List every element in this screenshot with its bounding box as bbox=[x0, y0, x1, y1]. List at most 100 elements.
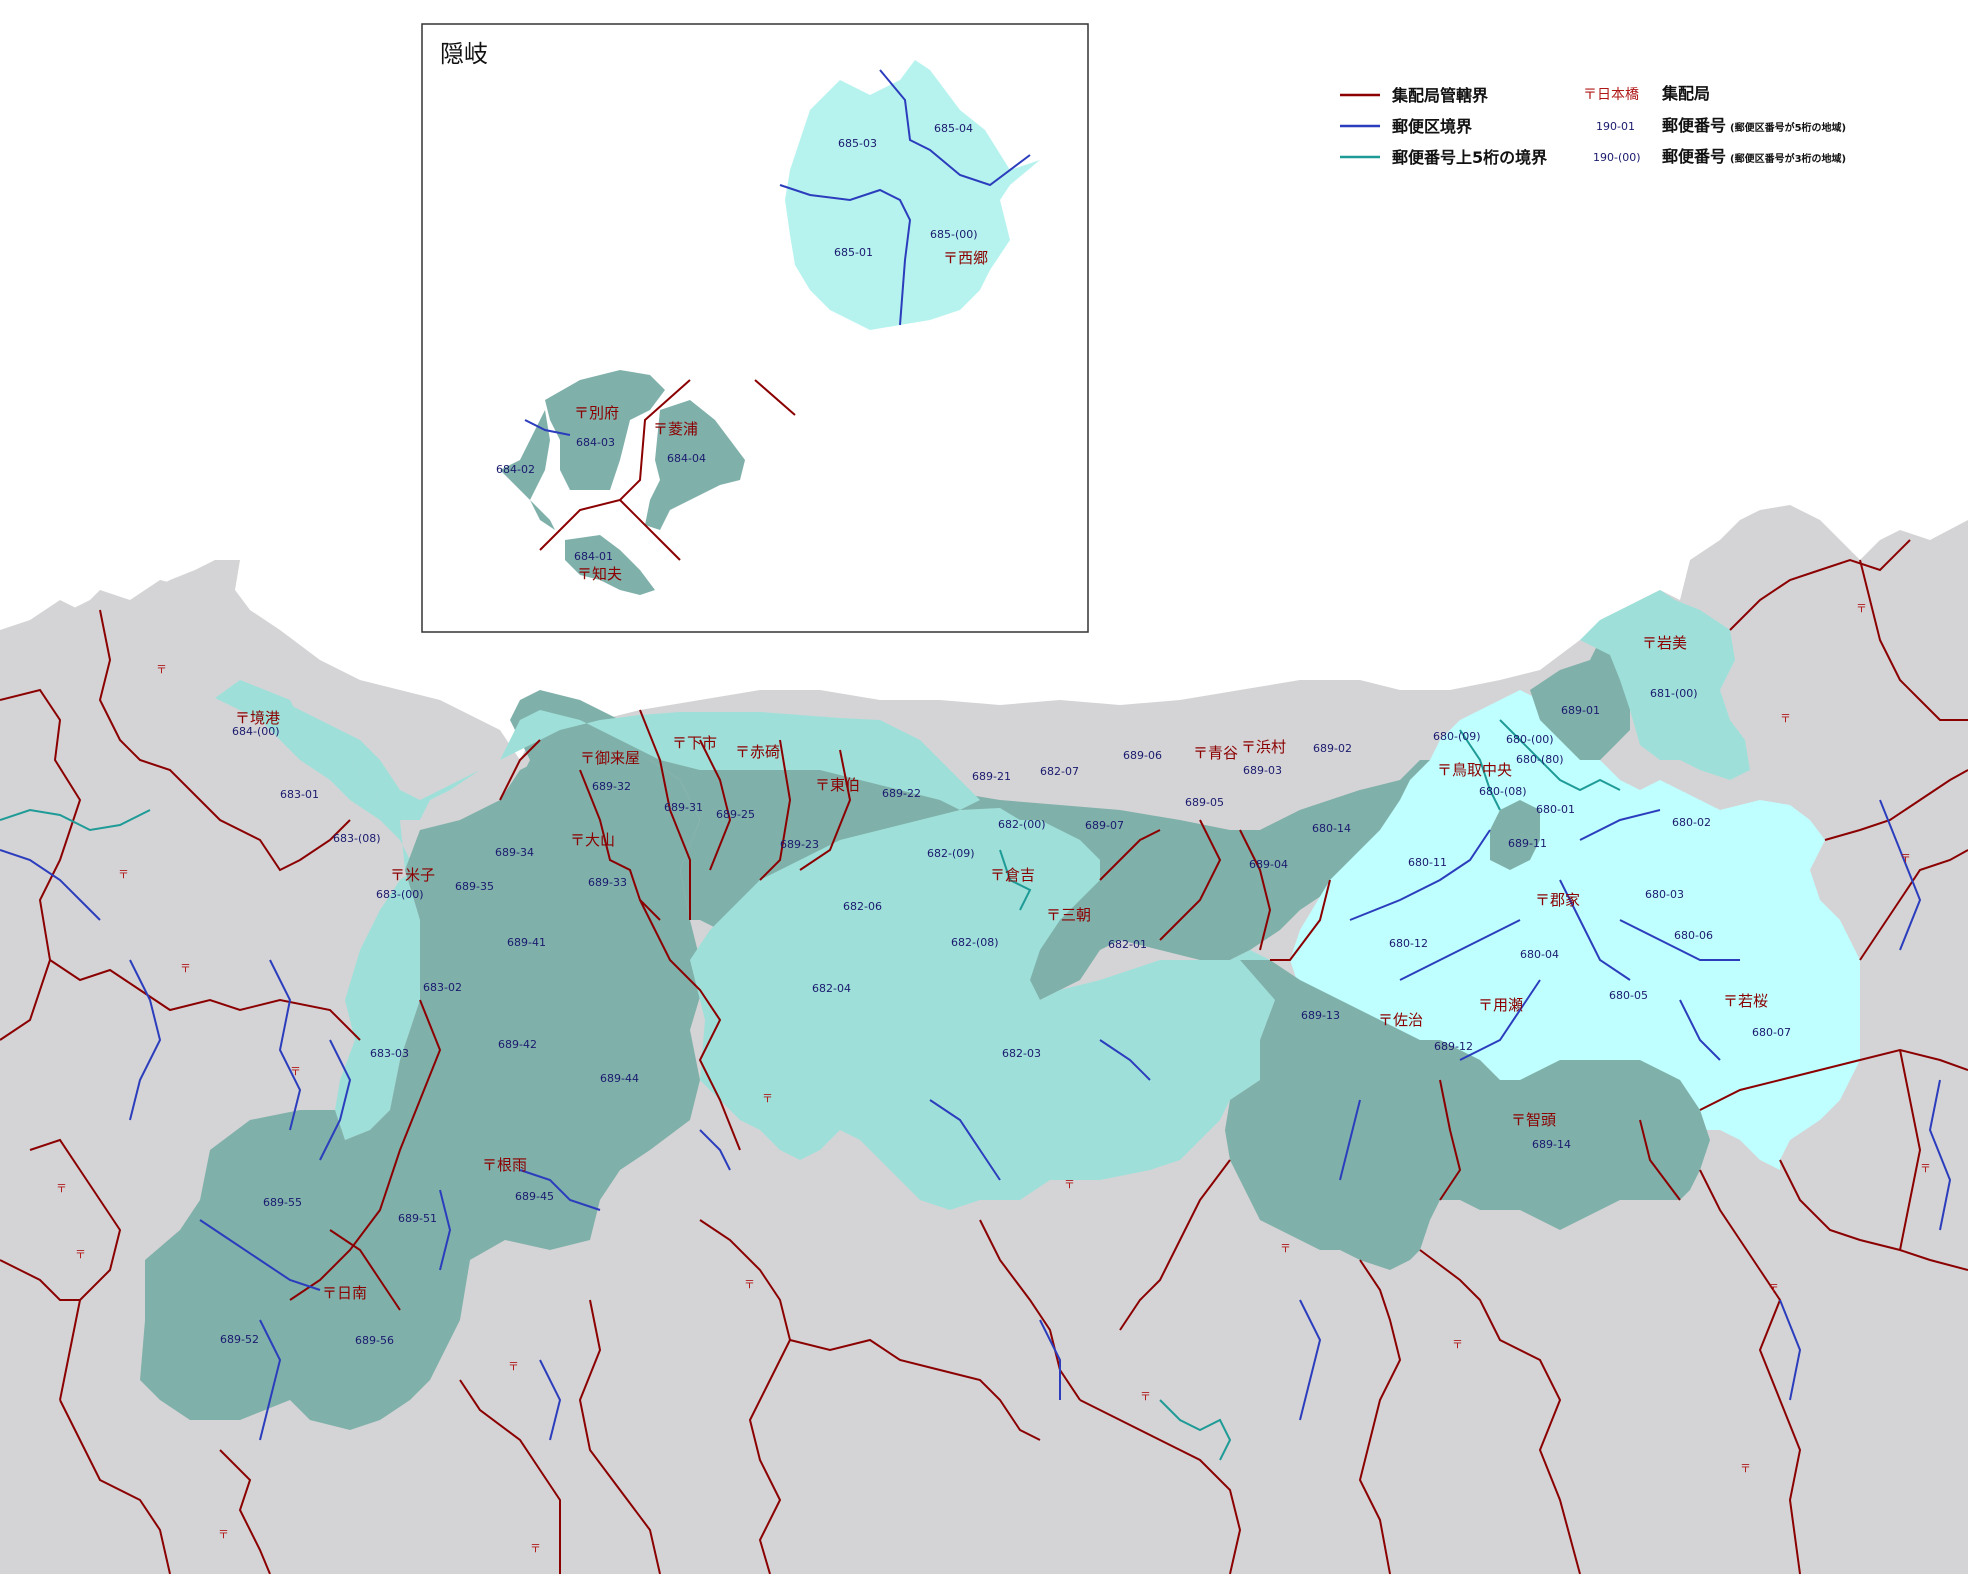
code-label: 683-(08) bbox=[333, 832, 381, 845]
office-label: 〒岩美 bbox=[1642, 634, 1687, 652]
legend-line-office-label: 集配局管轄界 bbox=[1391, 86, 1488, 105]
postal-codes: 684-(00) 683-01 683-(08) 683-(00) 683-02… bbox=[220, 687, 1791, 1347]
zone-kurayoshi bbox=[690, 808, 1275, 1210]
post-mark-icon: 〒 bbox=[1810, 1572, 1821, 1574]
nakanoshima bbox=[645, 400, 745, 530]
legend-code3-sample: 190-(00) bbox=[1593, 151, 1641, 164]
code-label: 680-05 bbox=[1609, 989, 1648, 1002]
office-label: 〒若桜 bbox=[1723, 992, 1768, 1010]
legend: 集配局管轄界 郵便区境界 郵便番号上5桁の境界 〒日本橋 集配局 190-01 … bbox=[1340, 84, 1846, 167]
post-mark-icon: 〒 bbox=[1900, 852, 1911, 865]
post-mark-icon: 〒 bbox=[1064, 1178, 1075, 1191]
inset-district-boundary bbox=[779, 184, 912, 326]
post-mark-icon: 〒 bbox=[1856, 602, 1867, 615]
post-mark-icon: 〒 bbox=[530, 1542, 541, 1555]
prefix5-boundaries bbox=[0, 719, 1621, 1461]
code-label: 680-03 bbox=[1645, 888, 1684, 901]
code-label: 689-55 bbox=[263, 1196, 302, 1209]
legend-line-prefix5-label: 郵便番号上5桁の境界 bbox=[1392, 148, 1547, 167]
zone-iwami bbox=[1580, 590, 1750, 780]
office-label: 〒米子 bbox=[390, 866, 435, 884]
office-label: 〒御来屋 bbox=[580, 749, 640, 767]
code-label: 689-03 bbox=[1243, 764, 1282, 777]
post-mark-icon: 〒 bbox=[75, 1248, 86, 1261]
code-label: 689-11 bbox=[1508, 837, 1547, 850]
post-mark-icon: 〒 bbox=[762, 1092, 773, 1105]
postal-zones bbox=[140, 590, 1860, 1430]
code-label: 689-51 bbox=[398, 1212, 437, 1225]
code-label: 689-41 bbox=[507, 936, 546, 949]
code-label: 689-23 bbox=[780, 838, 819, 851]
zone-south-chizu bbox=[1225, 960, 1710, 1270]
code-label: 689-21 bbox=[972, 770, 1011, 783]
post-mark-icon: 〒 bbox=[508, 1360, 519, 1373]
office-label: 〒下市 bbox=[672, 734, 717, 752]
code-label: 682-04 bbox=[812, 982, 851, 995]
inset-title: 隠岐 bbox=[440, 40, 488, 68]
office-label: 〒浜村 bbox=[1241, 738, 1286, 756]
inset-code-label: 684-04 bbox=[667, 452, 706, 465]
post-mark-icon: 〒 bbox=[56, 1182, 67, 1195]
dogo-island bbox=[785, 60, 1040, 330]
code-label: 683-(00) bbox=[376, 888, 424, 901]
post-mark-icon: 〒 bbox=[156, 663, 167, 676]
code-label: 689-44 bbox=[600, 1072, 639, 1085]
inset-code-label: 685-04 bbox=[934, 122, 973, 135]
post-mark-icon: 〒 bbox=[290, 1065, 301, 1078]
inset-office-label: 〒別府 bbox=[574, 404, 619, 422]
code-label: 680-07 bbox=[1752, 1026, 1791, 1039]
inset-code-label: 684-02 bbox=[496, 463, 535, 476]
legend-code5-note: (郵便区番号が5桁の地域) bbox=[1730, 121, 1846, 134]
inset-code-label: 685-01 bbox=[834, 246, 873, 259]
inset-district-boundary bbox=[879, 69, 1031, 187]
zone-689-11 bbox=[1490, 800, 1540, 870]
office-label: 〒赤碕 bbox=[735, 743, 780, 761]
post-mark-icon: 〒 bbox=[118, 868, 129, 881]
nishinoshima-west bbox=[500, 410, 555, 530]
code-label: 689-05 bbox=[1185, 796, 1224, 809]
code-label: 689-13 bbox=[1301, 1009, 1340, 1022]
code-label: 689-35 bbox=[455, 880, 494, 893]
code-label: 680-01 bbox=[1536, 803, 1575, 816]
code-label: 689-31 bbox=[664, 801, 703, 814]
code-label: 684-(00) bbox=[232, 725, 280, 738]
code-label: 682-03 bbox=[1002, 1047, 1041, 1060]
office-boundaries bbox=[0, 539, 1968, 1574]
code-label: 680-04 bbox=[1520, 948, 1559, 961]
office-label: 〒鳥取中央 bbox=[1437, 761, 1512, 779]
post-mark-icon: 〒 bbox=[1920, 1162, 1931, 1175]
code-label: 689-32 bbox=[592, 780, 631, 793]
post-mark-icon: 〒 bbox=[1768, 1282, 1779, 1295]
legend-code5-label: 郵便番号 bbox=[1662, 116, 1726, 135]
zone-sakaiminato-yonago bbox=[215, 680, 420, 1140]
code-label: 680-14 bbox=[1312, 822, 1351, 835]
code-label: 689-22 bbox=[882, 787, 921, 800]
post-mark-icon: 〒 bbox=[218, 1528, 229, 1541]
inset-frame bbox=[421, 23, 1089, 633]
post-mark-icon: 〒 bbox=[1740, 1462, 1751, 1475]
zone-689-01 bbox=[1530, 660, 1630, 760]
chiburijima bbox=[565, 535, 655, 595]
legend-code3-label: 郵便番号 bbox=[1662, 147, 1726, 166]
zone-west-dark bbox=[140, 745, 705, 1430]
code-label: 680-06 bbox=[1674, 929, 1713, 942]
code-label: 689-34 bbox=[495, 846, 534, 859]
code-label: 680-(08) bbox=[1479, 785, 1527, 798]
code-label: 689-56 bbox=[355, 1334, 394, 1347]
code-label: 689-12 bbox=[1434, 1040, 1473, 1053]
code-label: 682-07 bbox=[1040, 765, 1079, 778]
code-label: 689-06 bbox=[1123, 749, 1162, 762]
code-label: 683-01 bbox=[280, 788, 319, 801]
legend-code5-sample: 190-01 bbox=[1596, 120, 1635, 133]
inset-office-boundary bbox=[754, 379, 796, 416]
inset-office-boundary bbox=[619, 499, 681, 561]
outside-office-markers: 〒 〒 〒 〒 〒 〒 〒 〒 〒 〒 〒 〒 〒 〒 〒 〒 〒 〒 〒 〒 … bbox=[56, 602, 1931, 1574]
legend-office-sample: 〒日本橋 bbox=[1583, 87, 1639, 103]
code-label: 682-06 bbox=[843, 900, 882, 913]
code-label: 689-02 bbox=[1313, 742, 1352, 755]
office-label: 〒青谷 bbox=[1193, 744, 1238, 762]
office-label: 〒大山 bbox=[570, 831, 615, 849]
postal-offices: 〒境港 〒米子 〒御来屋 〒下市 〒赤碕 〒東伯 〒大山 〒倉吉 〒三朝 〒青谷… bbox=[235, 634, 1768, 1302]
post-mark-icon: 〒 bbox=[180, 962, 191, 975]
code-label: 683-02 bbox=[423, 981, 462, 994]
